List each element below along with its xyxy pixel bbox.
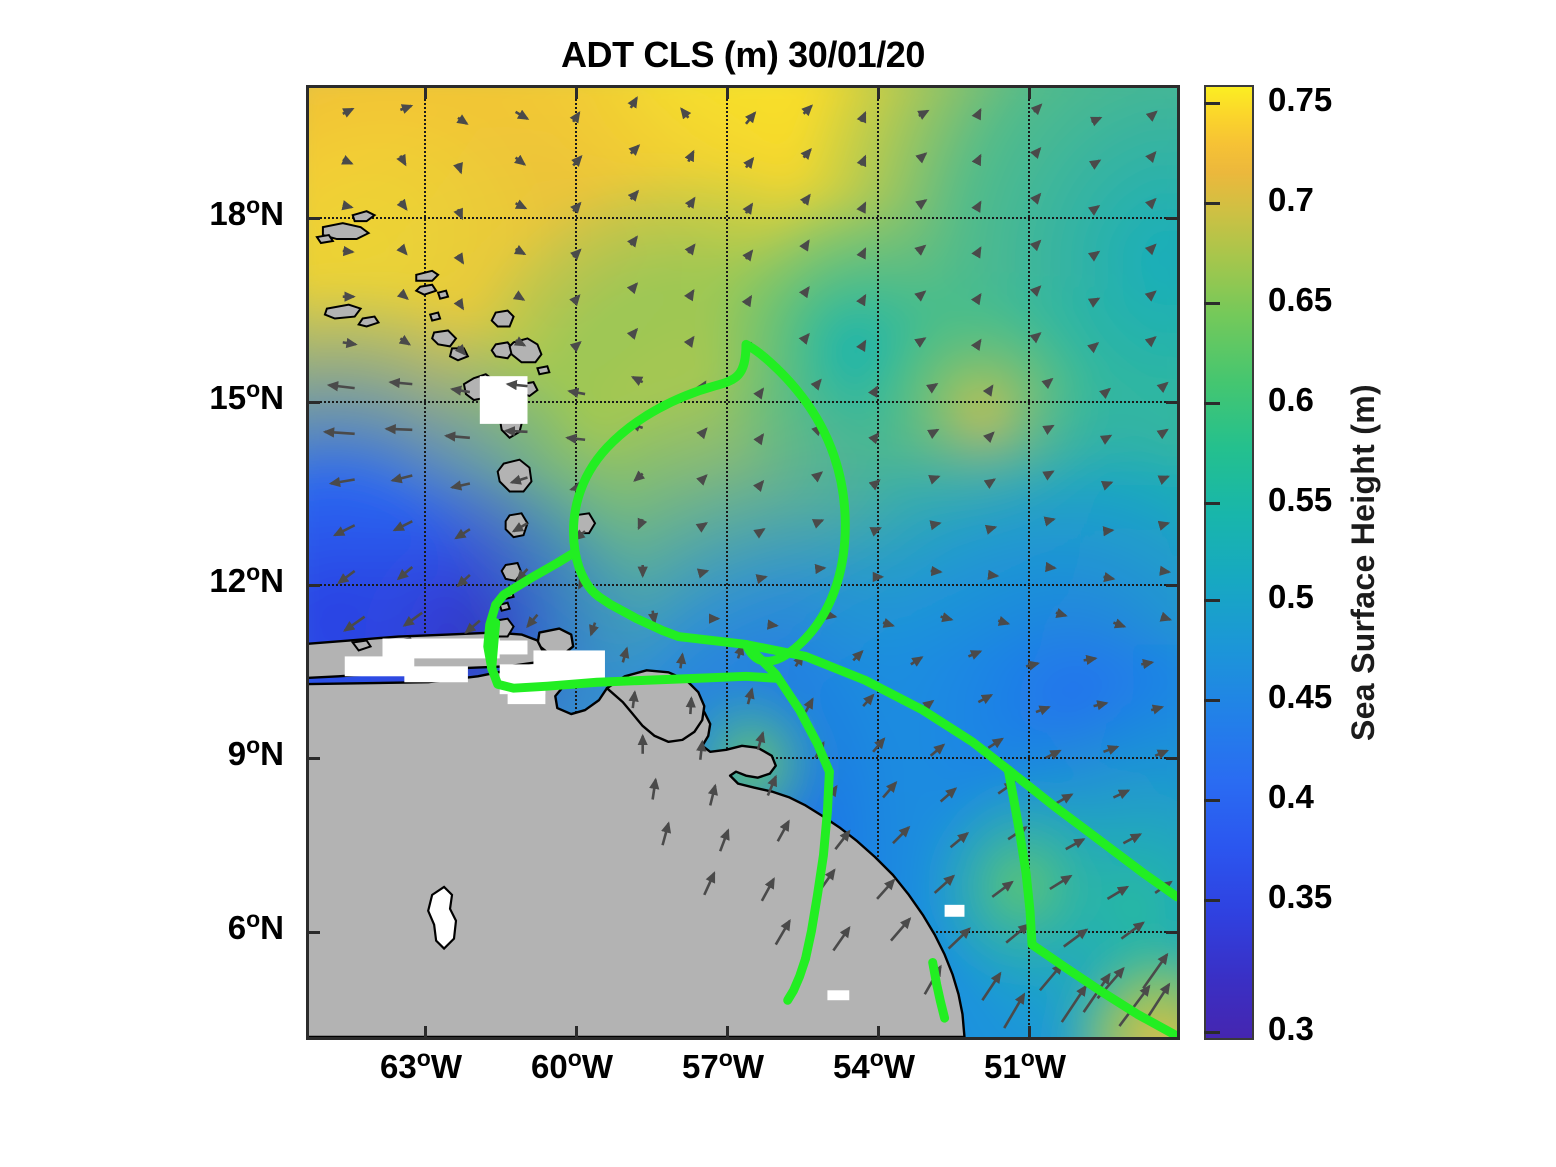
y-tick-label: 15oN <box>209 376 284 417</box>
x-tick-label: 60oW <box>531 1045 613 1086</box>
axis-ticks <box>309 88 1177 1037</box>
no-data-mask <box>344 376 965 1001</box>
colorbar-axis-label: Sea Surface Height (m) <box>1340 85 1386 1040</box>
x-tick-label: 63oW <box>380 1045 462 1086</box>
colorbar-axis-label-text: Sea Surface Height (m) <box>1344 384 1381 741</box>
y-tick-label: 12oN <box>209 559 284 600</box>
colorbar-tick-label: 0.6 <box>1268 381 1314 418</box>
colorbar-tick-label: 0.35 <box>1268 878 1333 915</box>
map-plot-area[interactable] <box>306 85 1180 1040</box>
y-tick-label: 6oN <box>227 906 284 947</box>
colorbar-tick-label: 0.75 <box>1268 81 1333 118</box>
colorbar[interactable] <box>1204 85 1254 1040</box>
x-tick-label: 51oW <box>984 1045 1066 1086</box>
y-tick-label: 9oN <box>227 732 284 773</box>
page-title: ADT CLS (m) 30/01/20 <box>560 34 926 75</box>
y-tick-label: 18oN <box>209 192 284 233</box>
colorbar-tick-label: 0.5 <box>1268 578 1314 615</box>
colorbar-tick-label: 0.4 <box>1268 778 1314 815</box>
eddy-boundary-network <box>483 339 1177 1037</box>
colorbar-tick-label: 0.65 <box>1268 281 1333 318</box>
colorbar-tick-label: 0.7 <box>1268 181 1314 218</box>
colorbar-tick-label: 0.55 <box>1268 481 1333 518</box>
colorbar-tick-label: 0.45 <box>1268 678 1333 715</box>
x-tick-label: 57oW <box>682 1045 764 1086</box>
land-mask-and-coastline <box>309 210 966 1037</box>
colorbar-tick-label: 0.3 <box>1268 1010 1314 1047</box>
x-tick-label: 54oW <box>833 1045 915 1086</box>
